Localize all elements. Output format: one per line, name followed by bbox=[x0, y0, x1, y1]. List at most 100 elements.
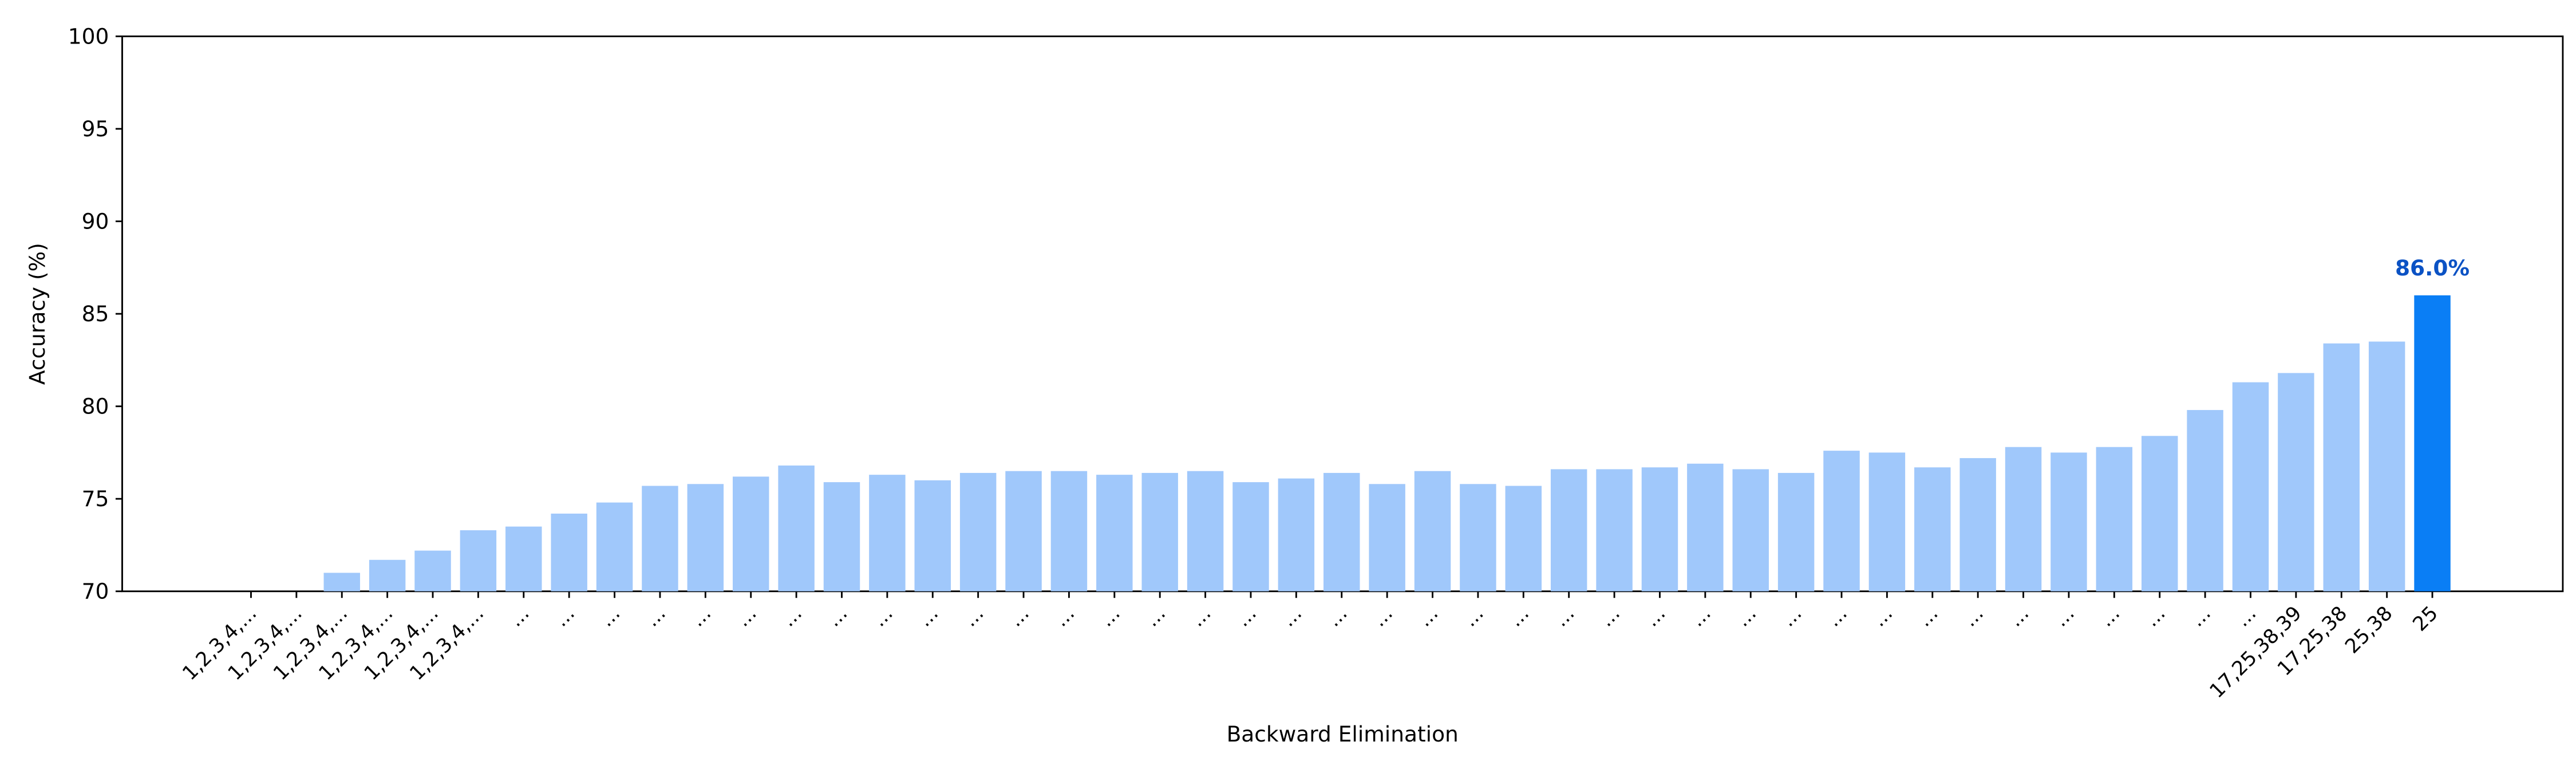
bar bbox=[596, 502, 633, 591]
bar bbox=[1823, 451, 1860, 591]
bar bbox=[732, 476, 769, 591]
x-tick-label: ... bbox=[1050, 602, 1080, 632]
bar bbox=[1187, 471, 1224, 591]
x-tick-label: ... bbox=[2140, 602, 2170, 632]
bar bbox=[1868, 452, 1906, 591]
y-tick-label: 100 bbox=[68, 23, 109, 49]
x-tick-label: ... bbox=[823, 602, 852, 632]
x-tick-label: ... bbox=[1913, 602, 1943, 632]
x-tick-label: ... bbox=[1958, 602, 1988, 632]
x-tick-label: 25 bbox=[2409, 602, 2443, 636]
x-tick-label: ... bbox=[1504, 602, 1534, 632]
x-tick-label: ... bbox=[1095, 602, 1125, 632]
x-tick-label: ... bbox=[595, 602, 625, 632]
x-axis-label: Backward Elimination bbox=[1227, 721, 1459, 747]
bar bbox=[323, 573, 360, 591]
x-tick-label: ... bbox=[2095, 602, 2125, 632]
x-tick-label: ... bbox=[1231, 602, 1261, 632]
bar bbox=[1777, 472, 1815, 591]
x-tick-label: ... bbox=[1777, 602, 1807, 632]
x-tick-label: ... bbox=[1595, 602, 1625, 632]
x-tick-label: ... bbox=[1641, 602, 1670, 632]
bar bbox=[2232, 382, 2269, 591]
x-tick-label: ... bbox=[1686, 602, 1716, 632]
x-tick-label: ... bbox=[1413, 602, 1443, 632]
bar bbox=[2141, 436, 2178, 591]
bar bbox=[551, 514, 587, 591]
x-tick-label: ... bbox=[2004, 602, 2034, 632]
bar bbox=[1005, 471, 1042, 591]
bar bbox=[2187, 410, 2223, 591]
x-tick-label: 25,38 bbox=[2341, 602, 2397, 658]
x-tick-label: ... bbox=[1868, 602, 1898, 632]
x-tick-label: ... bbox=[914, 602, 943, 632]
bar bbox=[460, 530, 497, 591]
bar bbox=[823, 482, 860, 591]
bar bbox=[1550, 469, 1587, 591]
x-tick-label: ... bbox=[868, 602, 898, 632]
x-tick-label: ... bbox=[1550, 602, 1579, 632]
bar bbox=[2278, 373, 2314, 591]
x-tick-label: ... bbox=[1004, 602, 1034, 632]
bar bbox=[1096, 475, 1133, 591]
bar bbox=[2323, 343, 2360, 591]
value-label: 86.0% bbox=[2395, 255, 2470, 281]
bar bbox=[1732, 469, 1769, 591]
bar bbox=[369, 559, 406, 591]
bar bbox=[2096, 447, 2133, 591]
x-tick-label: ... bbox=[686, 602, 716, 632]
y-tick-label: 90 bbox=[82, 209, 109, 234]
bar bbox=[869, 475, 906, 591]
bar bbox=[1323, 472, 1360, 591]
bar bbox=[1641, 467, 1678, 591]
bar bbox=[1687, 463, 1724, 591]
y-tick-label: 70 bbox=[82, 579, 109, 604]
x-tick-label: ... bbox=[1140, 602, 1170, 632]
x-tick-label: ... bbox=[550, 602, 579, 632]
x-tick-label: ... bbox=[1322, 602, 1352, 632]
bar bbox=[642, 486, 678, 591]
bar bbox=[1141, 472, 1178, 591]
bar bbox=[1278, 478, 1315, 591]
bar bbox=[1414, 471, 1451, 591]
x-tick-label: ... bbox=[504, 602, 534, 632]
x-tick-label: ... bbox=[777, 602, 807, 632]
x-tick-label: ... bbox=[1277, 602, 1307, 632]
x-tick-label: ... bbox=[1732, 602, 1761, 632]
bar bbox=[2368, 341, 2405, 591]
bar bbox=[414, 550, 451, 591]
bar bbox=[914, 480, 951, 591]
bar bbox=[1232, 482, 1269, 591]
y-tick-label: 75 bbox=[82, 486, 109, 511]
bar bbox=[505, 526, 542, 591]
x-tick-label: ... bbox=[1459, 602, 1488, 632]
y-axis-label: Accuracy (%) bbox=[25, 243, 50, 385]
bar bbox=[687, 484, 724, 591]
x-tick-label: ... bbox=[1368, 602, 1397, 632]
y-tick-label: 80 bbox=[82, 394, 109, 419]
y-tick-label: 95 bbox=[82, 116, 109, 141]
bar bbox=[1505, 486, 1542, 591]
x-tick-label: ... bbox=[2186, 602, 2215, 632]
bar bbox=[1460, 484, 1496, 591]
bar bbox=[1959, 458, 1996, 591]
x-tick-label: ... bbox=[2049, 602, 2079, 632]
bar bbox=[1596, 469, 1633, 591]
x-tick-label: ... bbox=[959, 602, 989, 632]
x-tick-label: ... bbox=[2231, 602, 2261, 632]
bar bbox=[1369, 484, 1405, 591]
x-tick-label: ... bbox=[641, 602, 670, 632]
bar bbox=[1050, 471, 1088, 591]
bar bbox=[2050, 452, 2087, 591]
bar bbox=[2414, 295, 2451, 591]
x-tick-label: ... bbox=[1822, 602, 1852, 632]
bar bbox=[778, 466, 815, 591]
y-tick-label: 85 bbox=[82, 301, 109, 326]
x-tick-label: ... bbox=[1186, 602, 1216, 632]
bar bbox=[1914, 467, 1951, 591]
bar bbox=[2005, 447, 2042, 591]
bar bbox=[959, 472, 997, 591]
x-tick-label: ... bbox=[732, 602, 761, 632]
